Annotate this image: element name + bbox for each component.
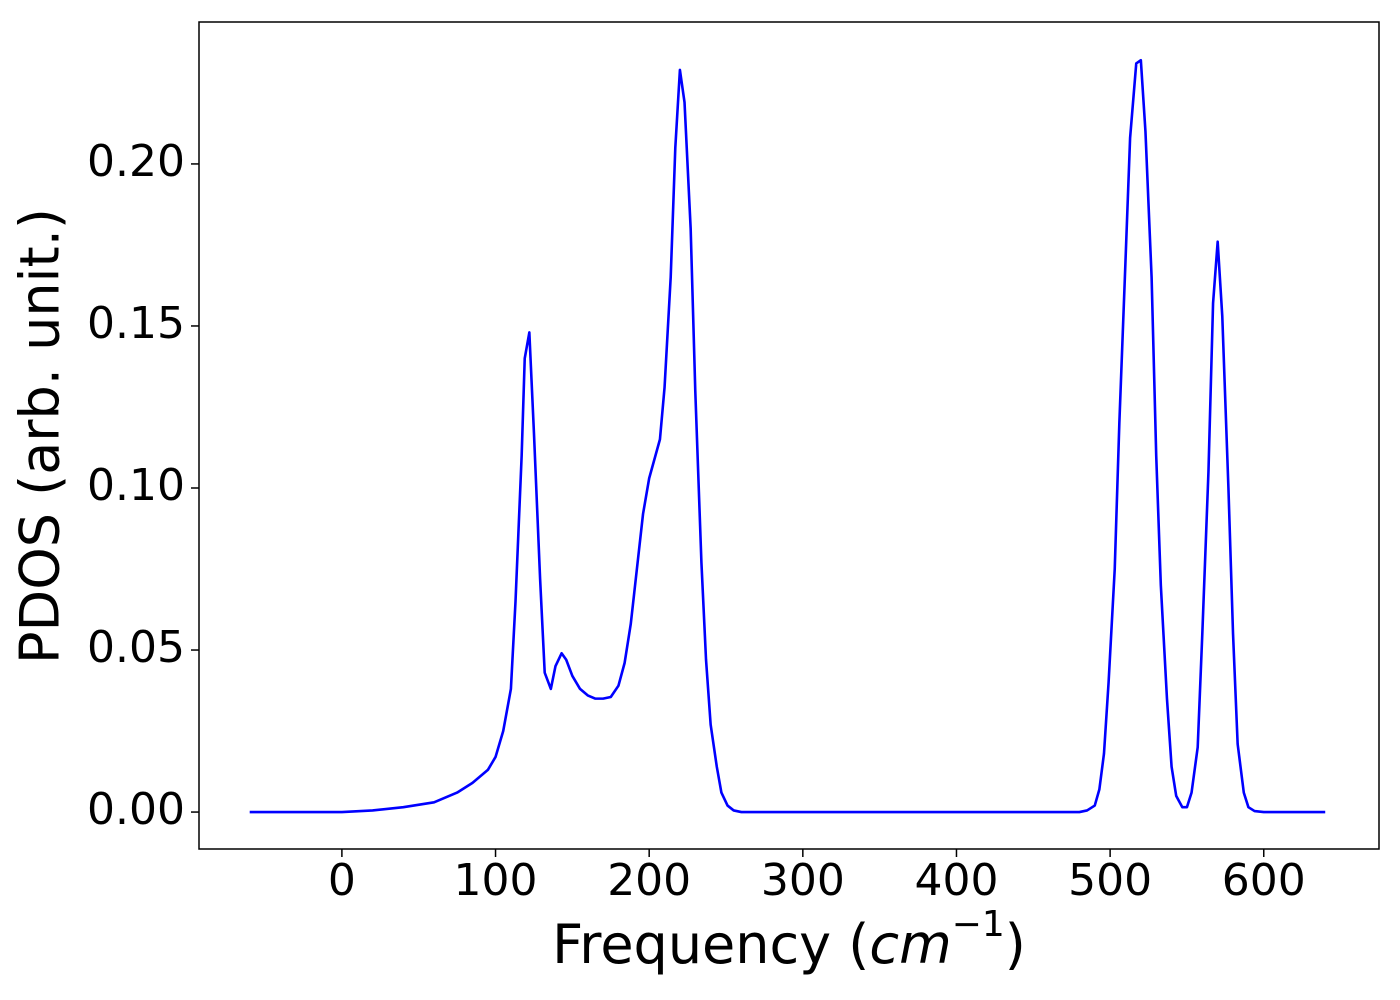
data-line [249,58,1326,814]
y-tick-label: 0.00 [87,784,185,835]
y-tick-label: 0.20 [87,136,185,187]
x-tick-label: 200 [607,855,691,906]
x-tick-label: 0 [328,855,356,906]
x-tick-label: 600 [1222,855,1306,906]
x-tick-label: 400 [914,855,998,906]
x-label-close: ) [1005,913,1026,976]
x-label-unit: cm [869,913,951,976]
x-label-exponent: −1 [952,904,1005,945]
y-axis-label: PDOS (arb. unit.) [9,208,72,664]
y-tick-label: 0.05 [87,622,185,673]
plot-frame [198,21,1380,850]
x-tick-label: 300 [761,855,845,906]
y-tick-label: 0.15 [87,298,185,349]
x-tick-label: 500 [1068,855,1152,906]
x-tick-label: 100 [454,855,538,906]
x-label-text: Frequency ( [552,913,869,976]
y-tick-label: 0.10 [87,460,185,511]
x-axis-label: Frequency (cm−1) [552,904,1026,976]
